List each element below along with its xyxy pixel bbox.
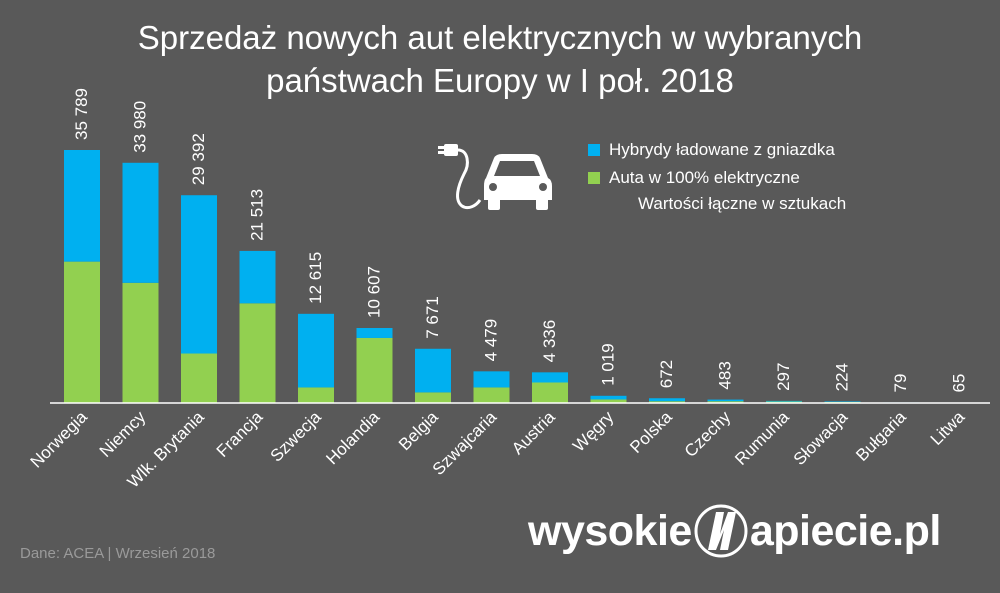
data-label-12: 297 [774,363,793,391]
bar-electric-6 [415,392,451,403]
legend-swatch-electric [588,172,600,184]
x-tick-label-11: Czechy [681,407,735,461]
data-label-4: 12 615 [306,252,325,304]
bar-hybrid-9 [590,395,627,400]
x-tick-label-6: Belgia [395,407,442,454]
data-label-14: 79 [891,374,910,393]
data-label-3: 21 513 [248,189,267,241]
data-label-9: 1 019 [599,343,618,386]
x-tick-label-10: Polska [626,407,676,457]
bar-hybrid-10 [649,398,685,402]
bar-hybrid-12 [766,400,802,402]
data-label-6: 7 671 [423,296,442,339]
data-label-11: 483 [716,361,735,389]
x-tick-label-4: Szwecja [267,407,326,466]
legend-label-hybrid: Hybrydy ładowane z gniazdka [609,140,835,159]
electric-car-icon [436,134,556,216]
brand-text-left: wysokie [528,506,692,555]
bar-hybrid-3 [239,250,276,304]
data-label-7: 4 479 [482,319,501,362]
brand-logo: wysokie apiecie.pl [528,500,941,562]
data-label-0: 35 789 [72,88,91,140]
lightning-n-logo-icon [694,500,748,562]
data-label-2: 29 392 [189,133,208,185]
x-tick-label-13: Słowacja [790,407,852,469]
bar-hybrid-2 [181,195,217,354]
data-label-1: 33 980 [131,101,150,153]
plug-icon [438,144,482,210]
x-tick-label-9: Węgry [569,407,618,456]
bar-electric-8 [532,382,568,403]
x-tick-label-8: Austria [508,407,559,458]
title-line-2: państwach Europy w I poł. 2018 [266,62,734,99]
bar-electric-10 [649,401,685,403]
bar-electric-2 [181,353,217,403]
bar-electric-11 [707,401,744,403]
bar-hybrid-5 [356,328,393,338]
bar-hybrid-7 [473,371,510,388]
title-line-1: Sprzedaż nowych aut elektrycznych w wybr… [137,19,863,56]
bar-electric-3 [239,303,276,403]
legend-swatch-hybrid [588,144,600,156]
brand-text-right: apiecie.pl [749,506,941,555]
data-label-8: 4 336 [540,320,559,363]
legend-label-electric: Auta w 100% elektryczne [609,168,800,187]
bar-hybrid-13 [824,401,861,402]
x-tick-label-0: Norwegia [27,407,92,472]
bar-electric-9 [590,399,627,403]
bar-electric-1 [122,282,159,403]
x-tick-label-7: Szwajcaria [429,407,501,479]
bar-hybrid-11 [707,399,744,402]
bar-electric-7 [473,387,510,403]
chart-title: Sprzedaż nowych aut elektrycznych w wybr… [0,16,1000,102]
data-label-5: 10 607 [365,266,384,318]
legend-note: Wartości łączne w sztukach [638,194,847,213]
legend-item-hybrid: Hybrydy ładowane z gniazdka [588,136,835,164]
bar-electric-4 [298,387,334,403]
source-note: Dane: ACEA | Wrzesień 2018 [20,545,216,562]
bar-hybrid-4 [298,313,334,388]
bar-electric-5 [356,337,393,403]
legend: Hybrydy ładowane z gniazdka Auta w 100% … [588,136,835,192]
x-tick-label-3: Francja [213,407,267,461]
data-label-15: 65 [950,374,969,393]
x-tick-label-5: Holandia [322,407,383,468]
legend-item-electric: Auta w 100% elektryczne [588,164,835,192]
x-tick-label-14: Bułgaria [852,407,910,465]
bar-hybrid-0 [64,150,100,262]
x-tick-label-12: Rumunia [731,407,793,469]
x-tick-label-1: Niemcy [96,407,150,461]
bar-hybrid-6 [415,348,451,393]
bar-hybrid-8 [532,372,568,383]
bar-hybrid-1 [122,162,159,283]
bar-electric-0 [64,261,100,403]
x-tick-label-15: Litwa [927,407,969,449]
data-label-13: 224 [833,363,852,391]
data-label-10: 672 [657,360,676,388]
